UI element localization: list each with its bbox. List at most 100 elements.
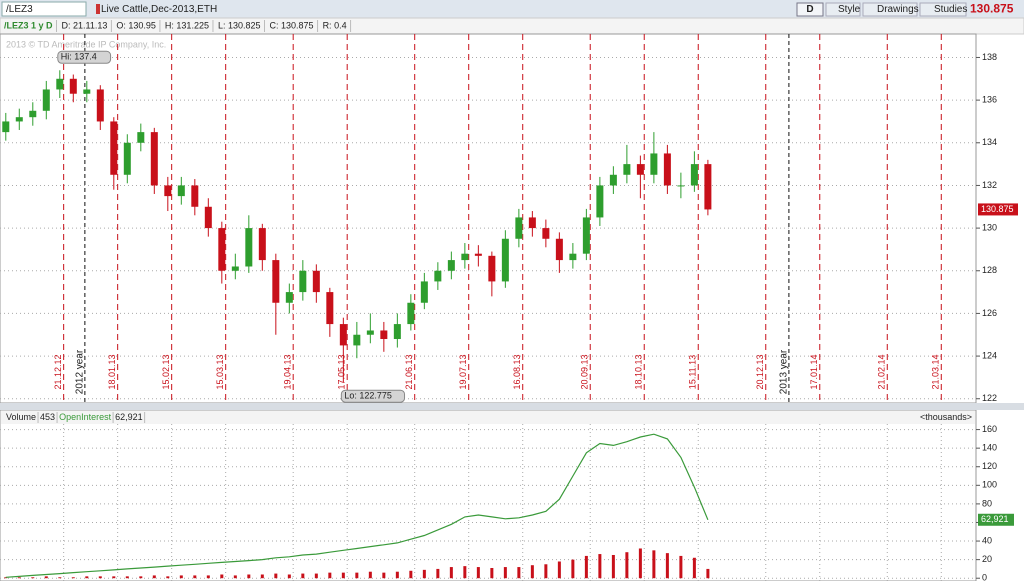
info-item: C: 130.875 <box>270 20 314 30</box>
x-tick-label: 15.02.13 <box>161 354 171 389</box>
candle-body <box>299 270 307 293</box>
candle-body <box>272 260 280 303</box>
candle-body <box>555 238 563 261</box>
candle-body <box>164 185 172 197</box>
volume-bar <box>409 570 413 579</box>
x-tick-label: 20.09.13 <box>580 354 590 389</box>
candle-body <box>582 217 590 254</box>
info-item: /LEZ3 1 y D <box>4 20 53 30</box>
volume-bar <box>463 566 467 579</box>
volume-bar <box>166 576 170 579</box>
candle-body <box>447 260 455 271</box>
icon <box>96 4 100 14</box>
candle-body <box>407 302 415 325</box>
x-tick-label: 15.11.13 <box>688 355 698 389</box>
annotation: Hi: 137.4 <box>61 52 97 62</box>
candle-body <box>231 266 239 271</box>
volume-bar <box>598 554 602 579</box>
candle-body <box>218 228 226 271</box>
x-tick-label: 17.01.14 <box>809 354 819 389</box>
volume-bar <box>31 577 35 579</box>
y-tick-label: 100 <box>982 480 997 490</box>
y-tick-label: 120 <box>982 461 997 471</box>
x-tick-label: 16.08.13 <box>512 354 522 389</box>
candle-body <box>285 292 293 303</box>
y-tick-label: 140 <box>982 443 997 453</box>
candle-body <box>542 228 550 239</box>
volume-bar <box>112 576 116 579</box>
volume-bar <box>125 576 129 579</box>
annotation-box <box>57 50 112 64</box>
volume-bar <box>98 576 102 579</box>
button[interactable] <box>862 2 918 17</box>
oi-value-box <box>978 513 1014 526</box>
volume-bar <box>571 559 575 579</box>
button[interactable] <box>919 2 967 17</box>
y-tick-label: 126 <box>982 308 997 318</box>
button-label: Drawings <box>877 4 919 15</box>
candle-body <box>366 330 374 335</box>
button[interactable] <box>825 2 861 17</box>
volume-bar <box>395 571 399 579</box>
volume-bar <box>341 572 345 579</box>
candle-body <box>353 334 361 346</box>
volume-bar <box>584 555 588 579</box>
candle-body <box>83 89 91 94</box>
volume-bar <box>503 567 507 579</box>
x-tick-label: 15.03.13 <box>215 354 225 389</box>
candle-body <box>596 185 604 218</box>
volume-bar <box>625 552 629 579</box>
candle-body <box>380 330 388 340</box>
legend-item: 62,921 <box>115 412 143 422</box>
candle-body <box>96 89 104 122</box>
volume-bar <box>449 567 453 579</box>
candle-body <box>704 164 712 210</box>
volume-bar <box>436 568 440 579</box>
y-tick-label: 122 <box>982 393 997 403</box>
candle-body <box>636 164 644 175</box>
y-tick-label: 138 <box>982 52 997 62</box>
candle-body <box>326 292 334 325</box>
volume-bar <box>247 574 251 579</box>
unit-label: <thousands> <box>920 412 972 422</box>
description: Live Cattle,Dec-2013,ETH <box>101 4 217 15</box>
candle-body <box>29 110 37 118</box>
button[interactable] <box>796 2 824 17</box>
candle-body <box>312 270 320 293</box>
volume-bar <box>422 569 426 579</box>
year-label: 2013 year <box>779 349 790 394</box>
splitter[interactable] <box>0 403 1024 410</box>
candle-body <box>663 153 671 186</box>
toolbar <box>0 0 1024 18</box>
info-item: H: 131.225 <box>165 20 209 30</box>
price-panel <box>0 33 977 404</box>
volume-bar <box>44 576 48 579</box>
y-tick-label: 128 <box>982 265 997 275</box>
volume-bar <box>206 575 210 579</box>
volume-bar <box>638 548 642 579</box>
volume-bar <box>490 567 494 579</box>
volume-bar <box>611 554 615 579</box>
info-item: R: 0.4 <box>323 20 347 30</box>
volume-bar <box>179 575 183 579</box>
volume-bar <box>233 575 237 579</box>
legend-item: 453 <box>40 412 55 422</box>
x-tick-label: 21.02.14 <box>877 354 887 389</box>
volume-bar <box>260 574 264 579</box>
candle-body <box>569 253 577 261</box>
volume-bar <box>557 561 561 579</box>
volume-bar <box>220 574 224 579</box>
y-tick-label: 160 <box>982 424 997 434</box>
candle-body <box>339 324 347 346</box>
volume-bar <box>665 553 669 579</box>
symbol-box[interactable] <box>1 1 87 17</box>
y-tick-label: 136 <box>982 94 997 104</box>
oi-line <box>5 433 709 578</box>
last-price: 130.875 <box>970 2 1014 16</box>
y-tick-label: 40 <box>982 535 992 545</box>
candle-body <box>69 78 77 94</box>
volume-bar <box>544 564 548 579</box>
volume-bar <box>193 575 197 579</box>
y-tick-label: 134 <box>982 137 997 147</box>
